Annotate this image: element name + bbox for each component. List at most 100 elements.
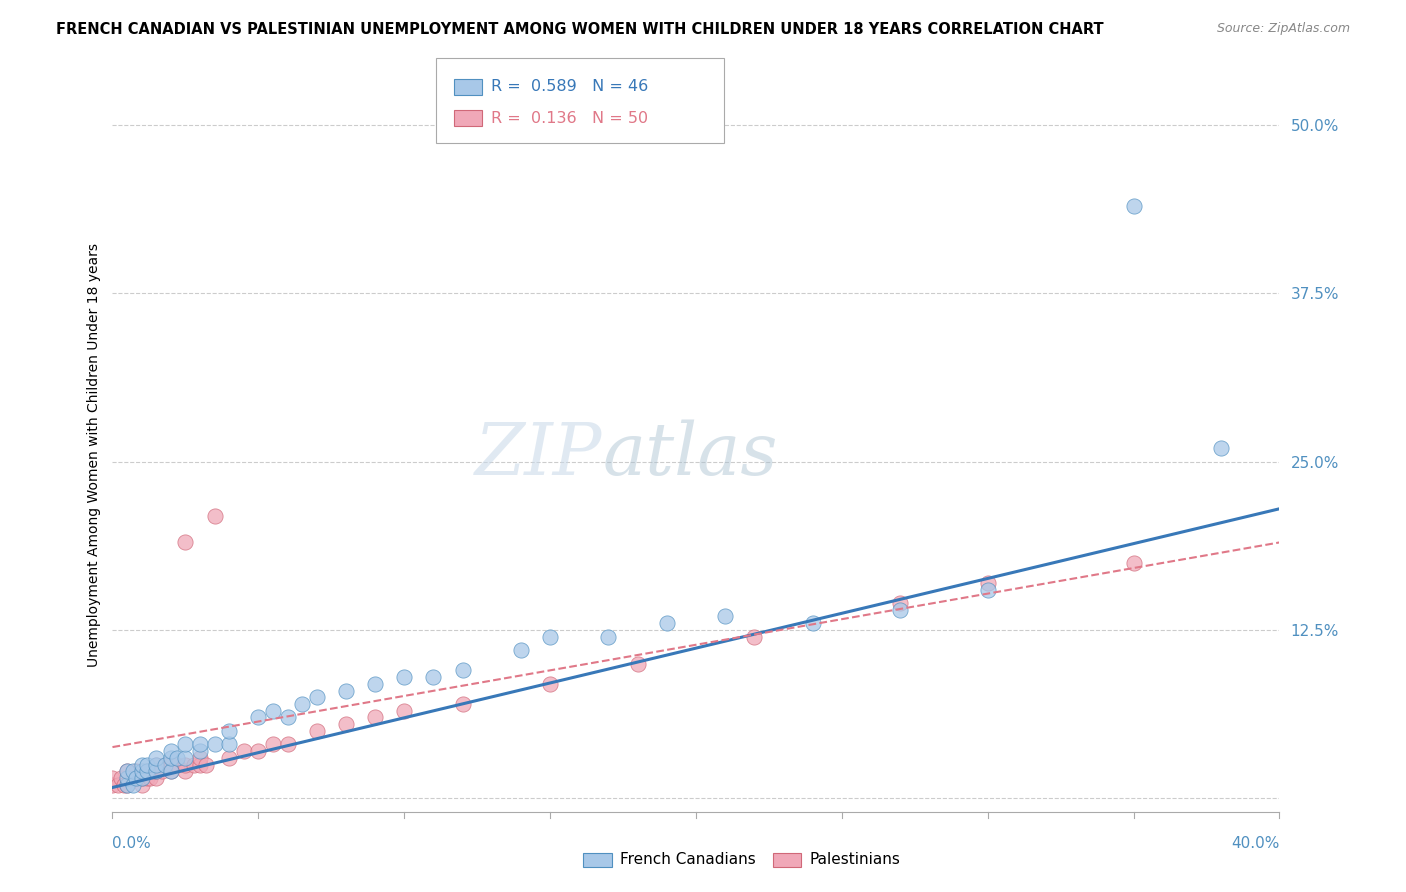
Point (247, 744, 270, 758)
Point (174, 757, 197, 772)
Point (218, 723, 240, 738)
Point (145, 764, 167, 779)
Point (232, 744, 254, 758)
Point (145, 757, 167, 772)
Point (364, 710, 387, 724)
Point (160, 751, 183, 765)
Y-axis label: Unemployment Among Women with Children Under 18 years: Unemployment Among Women with Children U… (87, 243, 101, 667)
Point (194, 757, 217, 772)
Point (142, 764, 165, 779)
Text: 40.0%: 40.0% (1232, 836, 1279, 851)
Point (160, 744, 183, 758)
Point (139, 771, 162, 785)
Point (1209, 441, 1232, 455)
Point (153, 757, 176, 772)
Point (714, 609, 737, 624)
Point (1122, 199, 1144, 213)
Text: Palestinians: Palestinians (810, 853, 901, 867)
Point (188, 751, 211, 765)
Point (125, 764, 148, 779)
Point (145, 764, 167, 779)
Point (276, 710, 298, 724)
Text: R =  0.136   N = 50: R = 0.136 N = 50 (491, 111, 648, 126)
Point (364, 677, 387, 691)
Point (160, 764, 183, 779)
Text: R =  0.589   N = 46: R = 0.589 N = 46 (491, 79, 648, 94)
Point (174, 535, 197, 549)
Point (128, 771, 150, 785)
Point (889, 596, 911, 610)
Point (598, 630, 620, 644)
Point (451, 664, 474, 678)
Point (291, 697, 314, 711)
Point (131, 757, 153, 772)
Point (131, 764, 153, 779)
Point (305, 690, 328, 705)
Point (801, 616, 824, 631)
Point (166, 757, 188, 772)
Point (509, 643, 531, 657)
Point (335, 717, 357, 731)
Point (742, 630, 765, 644)
Text: Source: ZipAtlas.com: Source: ZipAtlas.com (1216, 22, 1350, 36)
Text: ZIP: ZIP (475, 419, 603, 491)
Point (115, 778, 138, 792)
Point (218, 738, 240, 752)
Text: 0.0%: 0.0% (112, 836, 152, 851)
Point (626, 657, 648, 671)
Point (247, 710, 270, 724)
Point (204, 508, 226, 523)
Text: French Canadians: French Canadians (620, 853, 756, 867)
Point (1122, 556, 1144, 570)
Point (131, 771, 153, 785)
Text: atlas: atlas (603, 419, 778, 491)
Point (174, 764, 197, 779)
Point (262, 738, 284, 752)
Point (174, 738, 197, 752)
Point (422, 670, 444, 684)
Point (136, 764, 159, 779)
Point (166, 751, 188, 765)
Point (183, 757, 205, 772)
Point (125, 771, 148, 785)
Text: FRENCH CANADIAN VS PALESTINIAN UNEMPLOYMENT AMONG WOMEN WITH CHILDREN UNDER 18 Y: FRENCH CANADIAN VS PALESTINIAN UNEMPLOYM… (56, 22, 1104, 37)
Point (655, 616, 678, 631)
Point (160, 764, 183, 779)
Point (145, 771, 167, 785)
Point (122, 778, 145, 792)
Point (125, 771, 148, 785)
Point (160, 757, 183, 772)
Point (538, 630, 561, 644)
Point (976, 582, 998, 597)
Point (131, 764, 153, 779)
Point (276, 738, 298, 752)
Point (392, 670, 416, 684)
Point (136, 764, 159, 779)
Point (976, 575, 998, 590)
Point (889, 603, 911, 617)
Point (145, 751, 167, 765)
Point (115, 764, 138, 779)
Point (131, 771, 153, 785)
Point (101, 778, 124, 792)
Point (122, 764, 145, 779)
Point (204, 738, 226, 752)
Point (131, 778, 153, 792)
Point (188, 757, 211, 772)
Point (538, 677, 561, 691)
Point (188, 738, 211, 752)
Point (136, 757, 159, 772)
Point (107, 778, 129, 792)
Point (305, 723, 328, 738)
Point (150, 764, 173, 779)
Point (115, 778, 138, 792)
Point (392, 704, 416, 718)
Point (218, 751, 240, 765)
Point (174, 751, 197, 765)
Point (451, 697, 474, 711)
Point (115, 764, 138, 779)
Point (122, 771, 145, 785)
Point (115, 771, 138, 785)
Point (153, 757, 176, 772)
Point (335, 683, 357, 698)
